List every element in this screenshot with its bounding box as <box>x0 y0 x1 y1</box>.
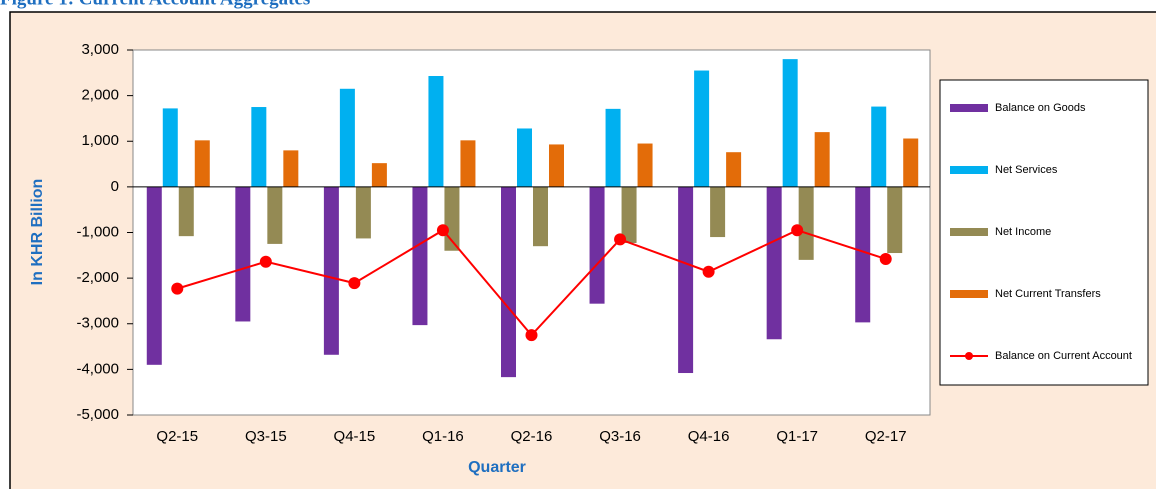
legend-swatch <box>950 228 988 236</box>
bar <box>162 108 178 187</box>
bar <box>283 150 299 187</box>
legend-swatch <box>950 104 988 112</box>
line-marker <box>348 277 361 290</box>
bar <box>621 186 637 243</box>
x-tick-label: Q4-15 <box>334 428 376 445</box>
legend-swatch <box>950 166 988 174</box>
y-tick-label: 1,000 <box>81 132 119 149</box>
bar <box>533 186 548 247</box>
bar <box>146 186 162 365</box>
x-tick-label: Q3-16 <box>599 428 641 445</box>
x-tick-label: Q1-16 <box>422 428 464 445</box>
bar <box>710 186 726 238</box>
x-tick-label: Q2-17 <box>865 428 907 445</box>
y-tick-label: 2,000 <box>81 87 119 104</box>
x-tick-label: Q2-15 <box>156 428 198 445</box>
bar <box>887 186 903 254</box>
x-axis-label: Quarter <box>468 459 526 476</box>
legend-label: Net Services <box>995 164 1058 176</box>
y-tick-label: -4,000 <box>76 360 119 377</box>
bar <box>903 138 919 187</box>
chart-title: Figure 1: Current Account Aggregates <box>0 0 310 9</box>
bar <box>178 186 194 237</box>
line-marker <box>702 265 715 278</box>
bar <box>194 140 210 187</box>
line-marker <box>791 224 804 237</box>
bar <box>855 186 871 323</box>
bar <box>251 107 267 187</box>
bar <box>726 152 742 187</box>
bar <box>323 186 339 355</box>
bar <box>371 163 387 187</box>
legend-label: Balance on Goods <box>995 102 1086 114</box>
bar <box>678 186 694 374</box>
y-axis-label: In KHR Billion <box>29 179 46 286</box>
y-tick-label: -1,000 <box>76 223 119 240</box>
line-marker <box>171 282 184 295</box>
legend-label: Net Income <box>995 226 1051 238</box>
legend-label: Net Current Transfers <box>995 288 1101 300</box>
x-tick-label: Q2-16 <box>511 428 553 445</box>
bar <box>814 132 830 187</box>
bar <box>589 186 605 304</box>
bar <box>766 186 782 340</box>
page-background <box>0 0 1156 11</box>
bar <box>339 88 355 187</box>
x-tick-label: Q4-16 <box>688 428 730 445</box>
legend-swatch <box>950 290 988 298</box>
bar <box>517 128 532 187</box>
line-marker <box>879 252 892 265</box>
bar <box>428 76 444 187</box>
bar <box>460 140 476 187</box>
bar <box>782 59 798 187</box>
bar <box>235 186 251 322</box>
line-marker <box>436 224 449 237</box>
bar <box>549 144 564 187</box>
y-tick-label: -2,000 <box>76 269 119 286</box>
line-marker <box>525 329 538 342</box>
line-marker <box>259 255 272 268</box>
line-marker <box>614 233 627 246</box>
y-tick-label: 3,000 <box>81 41 119 58</box>
bar <box>412 186 428 326</box>
x-tick-label: Q1-17 <box>776 428 818 445</box>
y-tick-label: -3,000 <box>76 315 119 332</box>
y-tick-label: -5,000 <box>76 406 119 423</box>
x-tick-label: Q3-15 <box>245 428 287 445</box>
bar <box>694 70 710 187</box>
bar <box>444 186 460 251</box>
bar <box>501 186 516 378</box>
bar <box>798 186 814 260</box>
bar <box>267 186 283 244</box>
legend-swatch <box>965 352 973 360</box>
y-tick-label: 0 <box>111 178 119 195</box>
legend-label: Balance on Current Account <box>995 350 1132 362</box>
bar <box>637 143 653 187</box>
bar <box>605 108 621 187</box>
bar <box>871 106 887 187</box>
bar <box>355 186 371 239</box>
